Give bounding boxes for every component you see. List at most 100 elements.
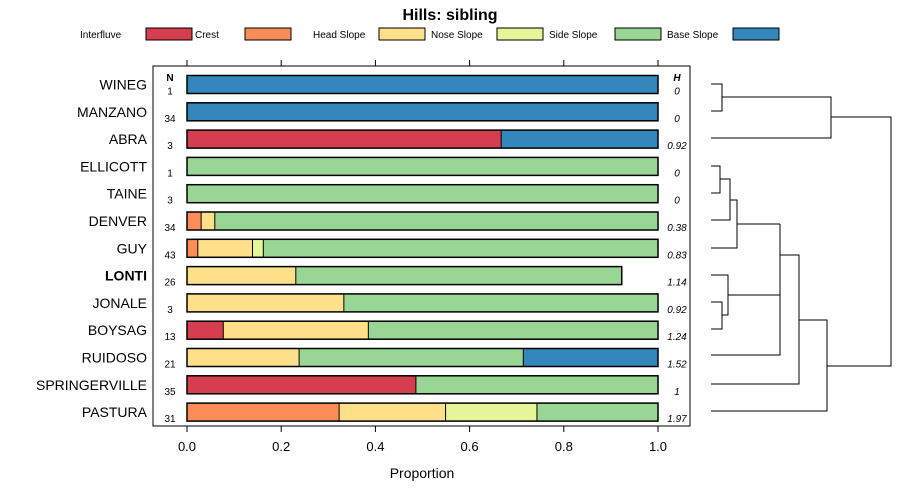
bar-segment xyxy=(263,239,658,258)
bar-row: MANZANO 34 0 xyxy=(77,102,680,125)
bar-row: ELLICOTT 1 0 xyxy=(80,156,680,179)
row-h-value: 1 xyxy=(674,387,680,398)
dendrogram-branch xyxy=(711,165,721,194)
x-tick-label: 0.8 xyxy=(555,439,573,454)
x-tick-label: 0.4 xyxy=(366,439,384,454)
row-n-value: 35 xyxy=(164,387,176,398)
dendrogram-branch xyxy=(711,301,723,330)
row-n-value: 3 xyxy=(167,305,173,316)
row-label: BOYSAG xyxy=(88,322,147,338)
bar-segment xyxy=(415,375,658,394)
x-axis-label: Proportion xyxy=(390,465,455,481)
legend-swatch xyxy=(244,27,292,41)
bar-segment xyxy=(368,321,658,340)
bar-segment xyxy=(187,403,340,422)
legend-label: Crest xyxy=(195,30,219,41)
bar-outline xyxy=(186,156,659,177)
row-label: DENVER xyxy=(89,213,147,229)
legend-swatch xyxy=(145,27,193,41)
legend: Interfluve Crest Head Slope Nose Slope Side … xyxy=(80,27,780,41)
bar-segment xyxy=(187,102,658,121)
row-h-value: 1.97 xyxy=(667,414,687,425)
bar-segment xyxy=(187,266,296,285)
x-axis: 0.0 0.2 0.4 0.6 0.8 1.0 xyxy=(178,60,667,454)
dendrogram-branch xyxy=(711,199,738,249)
bar-segment xyxy=(523,348,658,367)
dendrogram-branch xyxy=(711,83,723,112)
bar-segment xyxy=(501,130,658,149)
dendrogram-branch xyxy=(827,116,892,367)
bar-outline xyxy=(186,211,659,231)
row-h-value: 0.92 xyxy=(667,305,687,316)
bar-row: SPRINGERVILLE 35 1 xyxy=(36,375,680,398)
row-h-value: 1.52 xyxy=(667,360,687,371)
row-n-value: 34 xyxy=(164,223,176,234)
bar-outline xyxy=(186,293,659,313)
bar-outline xyxy=(186,102,659,122)
bar-segment xyxy=(299,348,524,367)
bar-segment xyxy=(187,184,658,203)
bar-segment xyxy=(214,212,658,230)
row-h-value: 0.92 xyxy=(667,141,687,152)
bar-outline xyxy=(186,375,659,395)
bar-segment xyxy=(445,403,537,422)
bar-outline xyxy=(186,183,659,204)
bar-row: JONALE 3 0.92 xyxy=(93,293,687,316)
row-n-value: 31 xyxy=(164,414,176,425)
x-tick-label: 1.0 xyxy=(649,439,667,454)
bar-segment xyxy=(187,321,224,340)
row-n-value: 43 xyxy=(164,250,176,261)
row-h-value: 0 xyxy=(674,114,680,125)
bar-row: DENVER 34 0.38 xyxy=(89,211,687,234)
dendrogram-branch xyxy=(711,96,832,139)
bar-segment xyxy=(536,403,658,422)
bar-row: WINEG 1 0 xyxy=(100,74,680,98)
row-label: TAINE xyxy=(107,186,147,202)
legend-label: Interfluve xyxy=(80,30,122,41)
legend-swatch xyxy=(496,27,544,41)
dendrogram-branch xyxy=(711,254,800,385)
bar-outline xyxy=(186,347,659,368)
row-h-value: 0.38 xyxy=(667,223,687,234)
chart-title: Hills: sibling xyxy=(402,7,497,24)
row-label: LONTI xyxy=(105,268,147,284)
legend-label: Nose Slope xyxy=(431,30,483,41)
row-n-value: 21 xyxy=(164,360,176,371)
h-column-header: H xyxy=(673,73,681,84)
row-label: MANZANO xyxy=(77,104,147,120)
bar-segment xyxy=(187,212,202,230)
bar-segment xyxy=(339,403,446,422)
plot-frame xyxy=(152,65,691,427)
row-n-value: 34 xyxy=(164,114,176,125)
row-h-value: 0 xyxy=(674,87,680,98)
row-h-value: 1.24 xyxy=(667,332,687,343)
bar-row: BOYSAG 13 1.24 xyxy=(88,320,687,343)
legend-swatch xyxy=(378,27,426,41)
bar-outline xyxy=(186,238,659,259)
row-label: PASTURA xyxy=(82,404,148,420)
bar-segment xyxy=(201,212,215,230)
bar-row: RUIDOSO 21 1.52 xyxy=(82,347,687,371)
bar-row: GUY 43 0.83 xyxy=(117,238,687,261)
dendrogram-branch xyxy=(711,294,781,356)
bar-outline xyxy=(186,74,659,95)
bar-row: PASTURA 31 1.97 xyxy=(82,402,687,425)
x-tick-label: 0.6 xyxy=(461,439,479,454)
row-h-value: 1.14 xyxy=(667,278,687,289)
bar-segment xyxy=(187,75,658,94)
row-label: ABRA xyxy=(109,131,148,147)
row-n-value: 1 xyxy=(167,87,173,98)
row-h-value: 0 xyxy=(674,196,680,207)
x-tick-label: 0.2 xyxy=(272,439,290,454)
legend-label: Side Slope xyxy=(549,30,598,41)
bar-outline xyxy=(186,129,659,149)
dendrogram-branch xyxy=(711,274,729,316)
row-label: SPRINGERVILLE xyxy=(36,377,147,393)
x-tick-label: 0.0 xyxy=(178,439,196,454)
bar-segment xyxy=(187,239,198,258)
bar-segment xyxy=(223,321,369,340)
bar-segment xyxy=(187,375,416,394)
legend-label: Head Slope xyxy=(313,30,366,41)
row-h-value: 0 xyxy=(674,168,680,179)
row-label: WINEG xyxy=(100,77,147,93)
